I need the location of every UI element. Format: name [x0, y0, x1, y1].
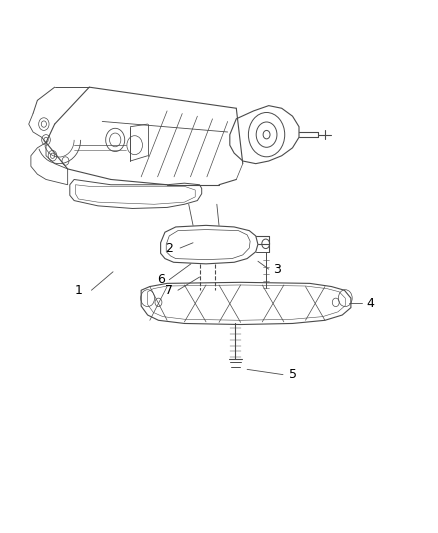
Text: 5: 5 — [289, 368, 297, 381]
Text: 7: 7 — [165, 284, 173, 297]
Text: 6: 6 — [157, 273, 165, 286]
Text: 1: 1 — [74, 284, 82, 297]
Text: 3: 3 — [273, 263, 281, 276]
Text: 4: 4 — [367, 297, 374, 310]
Text: 2: 2 — [165, 241, 173, 255]
